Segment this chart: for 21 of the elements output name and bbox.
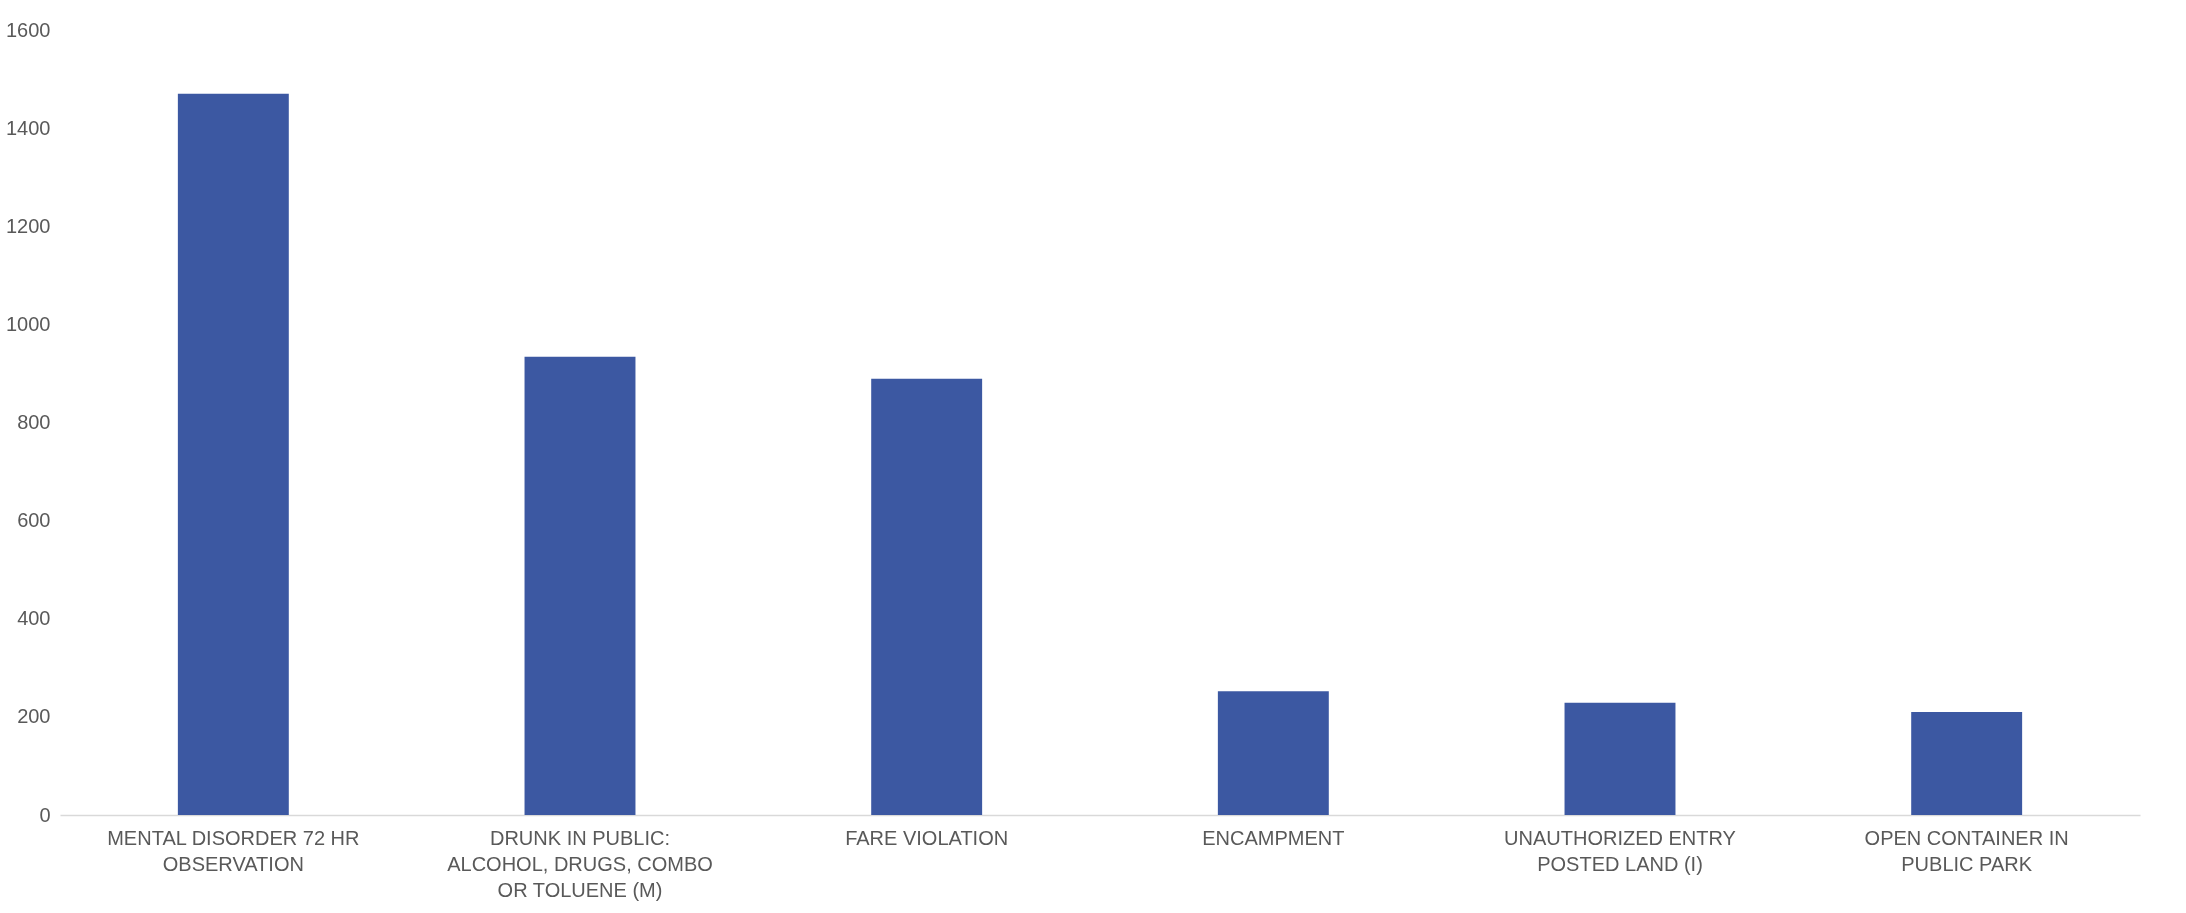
y-tick-label: 400 xyxy=(17,607,51,630)
x-tick-label: DRUNK IN PUBLIC: ALCOHOL, DRUGS, COMBO OR TOLUENE (M) xyxy=(447,827,713,901)
x-tick-label: ENCAMPMENT xyxy=(1202,827,1345,849)
x-tick-label: FARE VIOLATION xyxy=(845,827,1009,849)
y-tick-label: 200 xyxy=(17,705,51,728)
y-tick-label: 600 xyxy=(17,509,51,532)
bar xyxy=(1911,711,2023,815)
bar xyxy=(524,356,636,815)
y-tick-label: 800 xyxy=(17,411,51,433)
y-tick-label: 1000 xyxy=(6,312,51,335)
bar xyxy=(871,378,983,815)
x-tick-label: OPEN CONTAINER IN PUBLIC PARK xyxy=(1864,827,2069,875)
x-tick-label: UNAUTHORIZED ENTRY POSTED LAND (I) xyxy=(1504,827,1736,875)
y-tick-label: 1400 xyxy=(6,116,51,139)
bar xyxy=(177,93,289,815)
bar xyxy=(1564,702,1676,815)
y-tick-label: 1600 xyxy=(6,18,51,41)
x-tick-label: MENTAL DISORDER 72 HR OBSERVATION xyxy=(107,827,360,875)
y-tick-label: 1200 xyxy=(6,214,51,237)
y-tick-label: 0 xyxy=(39,803,51,826)
bar xyxy=(1217,691,1329,815)
